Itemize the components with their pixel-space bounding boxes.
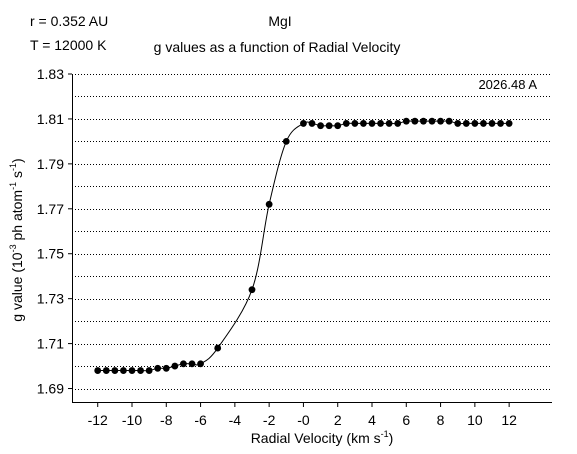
data-point <box>505 120 513 127</box>
x-tick-label: 8 <box>437 412 445 428</box>
x-tick-label: -6 <box>194 412 207 428</box>
data-point <box>154 364 162 372</box>
data-point <box>317 122 324 130</box>
y-tick-label: 1.79 <box>37 156 64 172</box>
data-point <box>480 120 487 127</box>
x-tick-label: -0 <box>297 412 310 428</box>
data-point <box>188 360 196 368</box>
data-point <box>111 367 119 374</box>
x-tick-label: -4 <box>229 412 242 428</box>
y-axis-label-mid2: s <box>9 171 25 182</box>
data-point <box>180 360 187 368</box>
x-tick-label: -10 <box>122 412 142 428</box>
y-tick-labels: 1.69 1.71 1.73 1.75 1.77 1.79 1.81 1.83 <box>37 66 64 397</box>
data-point <box>402 117 410 125</box>
y-tick-label: 1.77 <box>37 201 64 217</box>
distance-label: r = 0.352 AU <box>30 13 108 29</box>
y-tick-label: 1.75 <box>37 246 64 262</box>
data-point <box>300 120 307 127</box>
gridlines <box>72 74 552 390</box>
y-tick-label: 1.71 <box>37 336 64 352</box>
data-point <box>325 122 333 130</box>
data-point <box>471 120 479 127</box>
data-point <box>394 120 402 127</box>
y-axis-label-pre: g value (10 <box>9 252 25 321</box>
data-point <box>385 120 393 127</box>
data-point <box>120 367 127 374</box>
data-point <box>445 117 453 125</box>
data-point <box>162 364 170 372</box>
y-axis-label-sup1: -3 <box>8 244 18 252</box>
x-tick-label: 10 <box>467 412 483 428</box>
data-point <box>360 120 367 127</box>
x-axis-label-main: Radial Velocity (km s <box>251 430 381 446</box>
data-point <box>488 120 496 127</box>
data-point <box>145 367 153 374</box>
y-tick-label: 1.83 <box>37 66 64 82</box>
y-tick-label: 1.81 <box>37 111 64 127</box>
data-point <box>420 117 427 125</box>
x-axis-label: Radial Velocity (km s-1) <box>251 429 394 446</box>
y-axis-label-sup2: -1 <box>8 182 18 190</box>
data-point <box>497 120 504 127</box>
y-axis-label-mid: ph atom <box>9 190 25 244</box>
x-tick-label: 2 <box>334 412 342 428</box>
x-axis-label-sup: -1 <box>381 429 389 439</box>
temperature-label: T = 12000 K <box>30 37 107 53</box>
x-tick-labels: -12 -10 -8 -6 -4 -2 -0 2 4 6 8 10 12 <box>88 412 518 428</box>
chart-title: g values as a function of Radial Velocit… <box>154 39 401 55</box>
data-point <box>282 138 290 145</box>
data-point <box>214 344 222 352</box>
y-axis-label-sup3: -1 <box>8 163 18 171</box>
x-tick-label: -12 <box>88 412 108 428</box>
series-line <box>97 120 510 372</box>
data-points <box>94 117 513 374</box>
wavelength-annotation: 2026.48 A <box>478 77 537 92</box>
x-axis-label-end: ) <box>389 430 394 446</box>
data-point <box>437 117 444 125</box>
data-point <box>94 367 102 374</box>
x-tick-label: -8 <box>160 412 173 428</box>
x-tick-label: 4 <box>368 412 376 428</box>
data-point <box>334 122 342 130</box>
axes <box>68 73 552 407</box>
data-point <box>368 120 376 127</box>
data-point <box>102 367 110 374</box>
data-point <box>265 200 273 208</box>
data-point <box>171 362 179 370</box>
data-point <box>128 367 136 374</box>
data-point <box>411 117 419 125</box>
data-point <box>428 117 436 125</box>
y-axis-label: g value (10-3 ph atom-1 s-1) <box>8 158 25 321</box>
species-label: MgI <box>268 13 291 29</box>
x-tick-label: 6 <box>402 412 410 428</box>
data-point <box>377 120 384 127</box>
data-point <box>342 120 350 127</box>
y-tick-label: 1.73 <box>37 291 64 307</box>
y-axis-label-end: ) <box>9 158 25 163</box>
data-point <box>462 120 470 127</box>
x-tick-label: 12 <box>501 412 517 428</box>
data-point <box>197 360 204 368</box>
x-tick-label: -2 <box>263 412 276 428</box>
header: r = 0.352 AU T = 12000 K MgI g values as… <box>30 13 400 55</box>
y-tick-label: 1.69 <box>37 381 64 397</box>
data-point <box>351 120 359 127</box>
data-point <box>454 120 462 127</box>
data-point <box>248 286 256 294</box>
data-point <box>308 120 316 127</box>
data-point <box>137 367 144 374</box>
